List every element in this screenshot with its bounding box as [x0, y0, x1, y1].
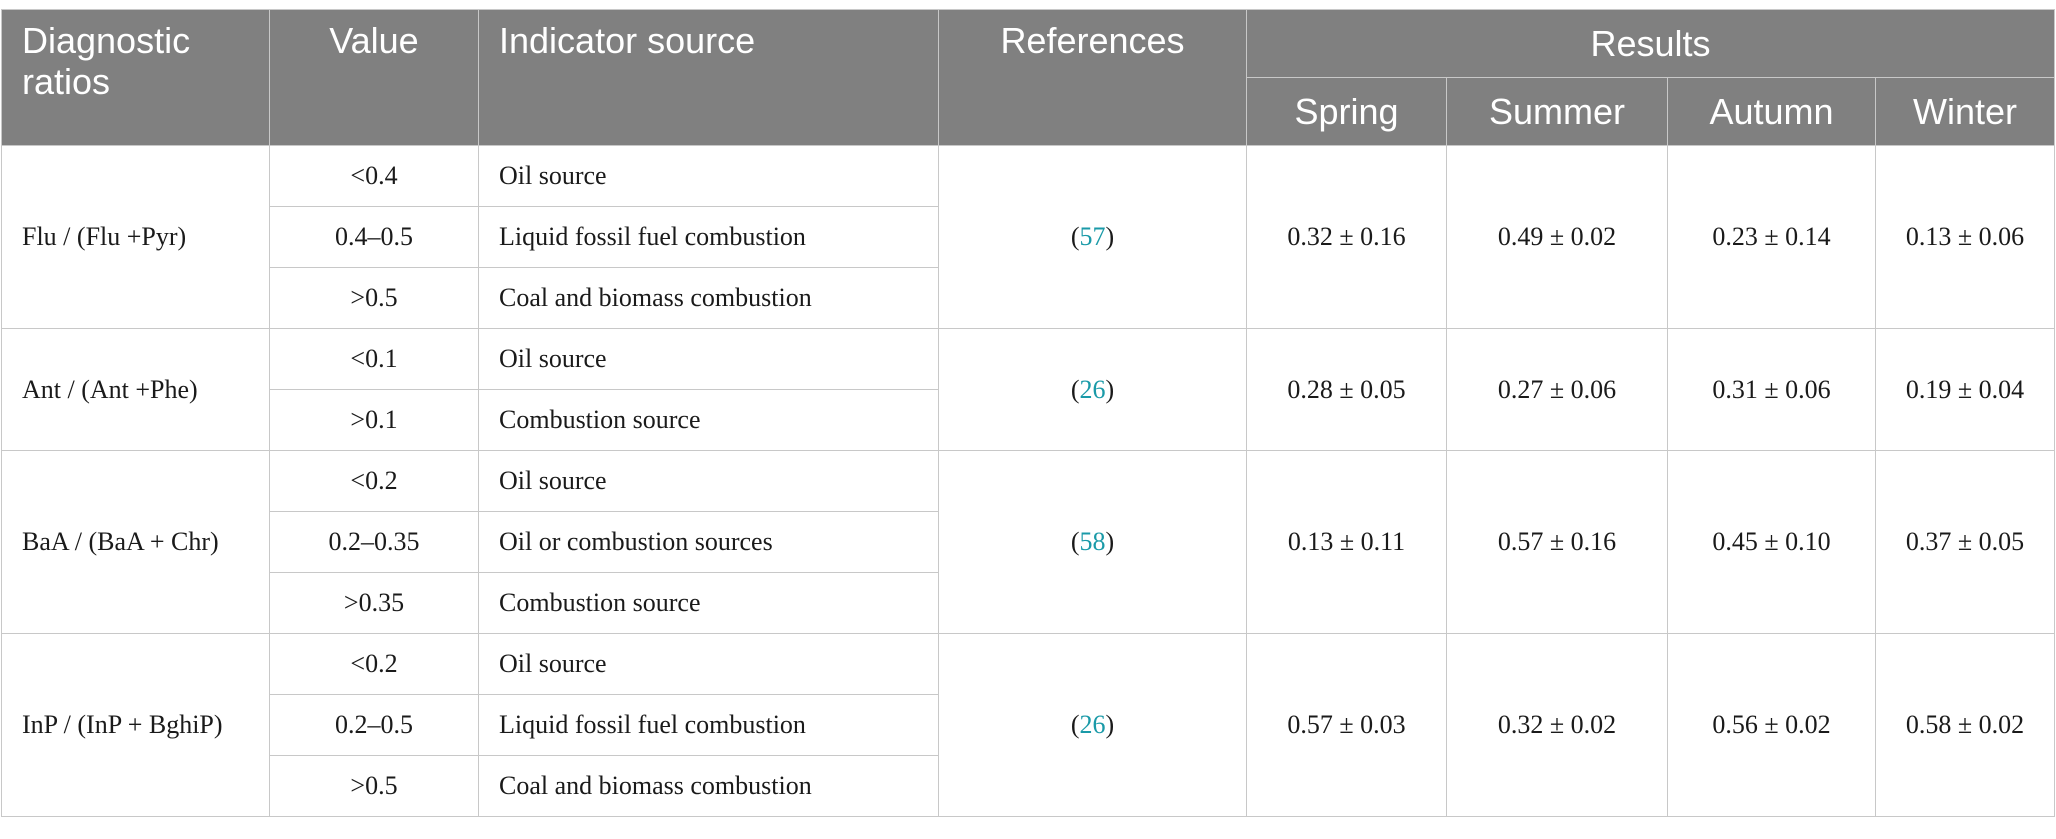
result-spring: 0.57 ± 0.03: [1246, 633, 1447, 817]
result-autumn: 0.23 ± 0.14: [1667, 145, 1876, 329]
result-summer: 0.32 ± 0.02: [1446, 633, 1668, 817]
ref-paren-close: ): [1105, 374, 1115, 404]
table-row: >0.1 Combustion source: [2, 389, 2055, 451]
value-cell: >0.35: [269, 572, 479, 634]
ref-paren-open: (: [1070, 527, 1080, 556]
citation-link[interactable]: 57: [1079, 222, 1106, 251]
table-row: >0.5 Coal and biomass combustion: [2, 755, 2055, 817]
result-winter: 0.37 ± 0.05: [1874, 450, 2056, 634]
ratio-cell: Flu / (Flu +Pyr): [1, 145, 270, 329]
ratio-cell: InP / (InP + BghiP): [1, 633, 270, 817]
source-cell: Combustion source: [478, 572, 939, 634]
header-season-summer: Summer: [1446, 77, 1668, 146]
source-cell: Coal and biomass combustion: [478, 267, 939, 329]
result-spring: 0.13 ± 0.11: [1246, 450, 1447, 634]
header-season-spring: Spring: [1246, 77, 1447, 146]
result-autumn: 0.45 ± 0.10: [1667, 450, 1876, 634]
result-winter: 0.13 ± 0.06: [1874, 145, 2056, 329]
result-summer: 0.27 ± 0.06: [1446, 328, 1668, 451]
result-winter: 0.19 ± 0.04: [1874, 328, 2056, 451]
source-cell: Combustion source: [478, 389, 939, 451]
source-cell: Oil source: [478, 328, 939, 390]
value-cell: >0.5: [269, 267, 479, 329]
table-header: Diagnostic ratios Value Indicator source…: [1, 9, 2056, 146]
value-cell: <0.2: [269, 450, 479, 512]
table-row: 0.2–0.5 Liquid fossil fuel combustion: [2, 694, 2055, 756]
value-cell: >0.1: [269, 389, 479, 451]
header-season-winter: Winter: [1874, 77, 2056, 146]
result-summer: 0.57 ± 0.16: [1446, 450, 1668, 634]
citation-link[interactable]: 26: [1079, 710, 1106, 739]
header-results: Results: [1245, 9, 2056, 78]
value-cell: >0.5: [269, 755, 479, 817]
header-indicator-source: Indicator source: [478, 9, 939, 146]
reference-cell: (26): [938, 633, 1247, 817]
header-diagnostic-ratios: Diagnostic ratios: [1, 9, 270, 146]
source-cell: Oil source: [478, 450, 939, 512]
result-spring: 0.28 ± 0.05: [1246, 328, 1447, 451]
value-cell: <0.1: [269, 328, 479, 390]
ref-paren-close: ): [1105, 710, 1115, 739]
source-cell: Liquid fossil fuel combustion: [478, 206, 939, 268]
table-row: >0.35 Combustion source: [2, 572, 2055, 634]
result-autumn: 0.56 ± 0.02: [1667, 633, 1876, 817]
ref-paren-open: (: [1070, 222, 1080, 251]
table-row: InP / (InP + BghiP) <0.2 Oil source (26)…: [1, 633, 2056, 817]
citation-link[interactable]: 26: [1079, 374, 1106, 404]
table-row: BaA / (BaA + Chr) <0.2 Oil source (58) 0…: [1, 450, 2056, 634]
ratio-cell: BaA / (BaA + Chr): [1, 450, 270, 634]
value-cell: 0.2–0.35: [269, 511, 479, 573]
header-references: References: [938, 9, 1247, 146]
header-season-autumn: Autumn: [1667, 77, 1876, 146]
ref-paren-close: ): [1105, 222, 1115, 251]
result-autumn: 0.31 ± 0.06: [1667, 328, 1876, 451]
value-cell: 0.4–0.5: [269, 206, 479, 268]
reference-cell: (58): [938, 450, 1247, 634]
source-cell: Liquid fossil fuel combustion: [478, 694, 939, 756]
header-value: Value: [269, 9, 479, 146]
table-row: Ant / (Ant +Phe) <0.1 Oil source (26) 0.…: [1, 328, 2056, 451]
value-cell: <0.4: [269, 145, 479, 207]
result-summer: 0.49 ± 0.02: [1446, 145, 1668, 329]
table-row: Flu / (Flu +Pyr) <0.4 Oil source (57) 0.…: [1, 145, 2056, 329]
value-cell: 0.2–0.5: [269, 694, 479, 756]
ref-paren-open: (: [1070, 710, 1080, 739]
table-row: 0.2–0.35 Oil or combustion sources: [2, 511, 2055, 573]
source-cell: Oil source: [478, 633, 939, 695]
citation-link[interactable]: 58: [1079, 527, 1106, 556]
table-row: 0.4–0.5 Liquid fossil fuel combustion: [2, 206, 2055, 268]
table-body: Flu / (Flu +Pyr) <0.4 Oil source (57) 0.…: [1, 145, 2056, 817]
source-cell: Oil or combustion sources: [478, 511, 939, 573]
diagnostic-ratios-table: Diagnostic ratios Value Indicator source…: [1, 9, 2056, 817]
result-winter: 0.58 ± 0.02: [1874, 633, 2056, 817]
result-spring: 0.32 ± 0.16: [1246, 145, 1447, 329]
source-cell: Coal and biomass combustion: [478, 755, 939, 817]
ref-paren-close: ): [1105, 527, 1115, 556]
ratio-cell: Ant / (Ant +Phe): [1, 328, 270, 451]
reference-cell: (57): [938, 145, 1247, 329]
source-cell: Oil source: [478, 145, 939, 207]
reference-cell: (26): [938, 328, 1247, 451]
ref-paren-open: (: [1070, 374, 1080, 404]
value-cell: <0.2: [269, 633, 479, 695]
